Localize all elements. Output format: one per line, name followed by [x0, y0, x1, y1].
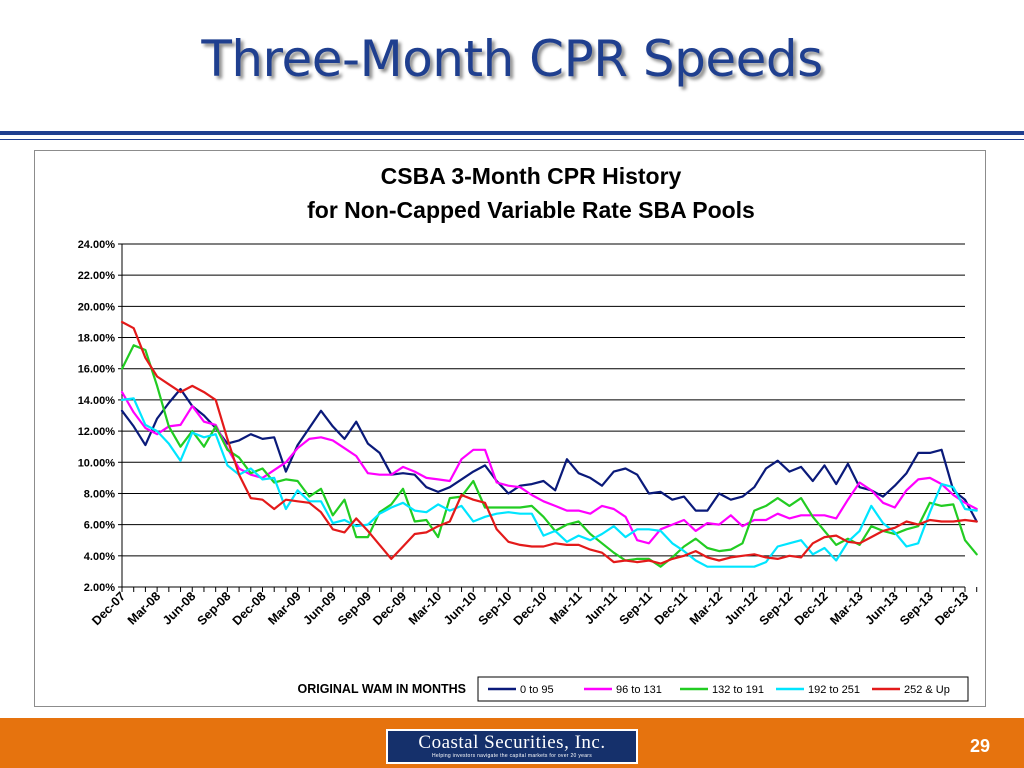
y-tick-label: 16.00% [78, 364, 116, 376]
legend-label-0-to-95: 0 to 95 [520, 684, 554, 696]
x-tick-label: Sep-12 [757, 589, 796, 628]
x-tick-label: Mar-12 [687, 589, 725, 627]
title-rule-thick [0, 131, 1024, 135]
legend-label-132-to-191: 132 to 191 [712, 684, 764, 696]
logo-text: Coastal Securities, Inc. [418, 732, 606, 753]
slide-title: Three-Month CPR Speeds [201, 30, 823, 88]
cpr-line-chart: CSBA 3-Month CPR History for Non-Capped … [78, 163, 978, 702]
y-tick-label: 10.00% [78, 457, 116, 469]
y-tick-label: 12.00% [78, 426, 116, 438]
x-tick-label: Sep-10 [476, 589, 515, 628]
legend-label-252-up: 252 & Up [904, 684, 950, 696]
x-tick-label: Dec-10 [511, 589, 550, 628]
x-tick-label: Mar-10 [406, 589, 444, 627]
y-tick-label: 18.00% [78, 333, 116, 345]
page-number: 29 [969, 736, 990, 756]
company-logo: Coastal Securities, Inc. Helping investo… [386, 729, 638, 764]
x-tick-label: Dec-09 [370, 589, 409, 628]
x-tick-label: Dec-08 [230, 589, 269, 628]
x-tick-label: Mar-11 [547, 589, 585, 627]
x-tick-label: Mar-09 [265, 589, 303, 627]
y-tick-label: 8.00% [84, 488, 115, 500]
legend-label-192-to-251: 192 to 251 [808, 684, 860, 696]
y-tick-label: 2.00% [84, 582, 115, 594]
series-line-192-to-251 [120, 397, 978, 568]
x-tick-label: Dec-13 [932, 589, 971, 628]
series-line-252-up [120, 320, 978, 565]
x-tick-label: Jun-09 [300, 589, 338, 627]
logo-tagline: Helping investors navigate the capital m… [431, 753, 593, 759]
x-tick-label: Mar-08 [125, 589, 163, 627]
x-tick-label: Mar-13 [827, 589, 865, 627]
chart-subtitle: for Non-Capped Variable Rate SBA Pools [307, 197, 755, 223]
legend-label-96-to-131: 96 to 131 [616, 684, 662, 696]
series-line-96-to-131 [120, 391, 978, 545]
x-tick-label: Jun-11 [582, 589, 620, 627]
series-line-132-to-191 [120, 344, 978, 568]
y-tick-label: 6.00% [84, 520, 115, 532]
x-tick-label: Sep-11 [617, 589, 655, 627]
x-tick-label: Jun-13 [862, 589, 900, 627]
x-tick-label: Sep-13 [897, 589, 936, 628]
legend-title: ORIGINAL WAM IN MONTHS [297, 682, 466, 696]
x-tick-label: Sep-08 [195, 589, 234, 628]
series-line-0-to-95 [120, 387, 978, 523]
y-tick-label: 20.00% [78, 301, 116, 313]
x-tick-label: Sep-09 [335, 589, 374, 628]
x-tick-label: Dec-07 [89, 589, 128, 628]
chart-frame [34, 150, 986, 707]
x-tick-label: Dec-11 [652, 589, 690, 627]
title-rule-thin [0, 139, 1024, 140]
y-tick-label: 4.00% [84, 551, 115, 563]
chart-title: CSBA 3-Month CPR History [381, 163, 682, 189]
x-tick-label: Jun-12 [722, 589, 760, 627]
x-tick-label: Jun-10 [441, 589, 479, 627]
y-tick-label: 22.00% [78, 270, 116, 282]
y-tick-label: 14.00% [78, 395, 116, 407]
x-tick-label: Dec-12 [792, 589, 831, 628]
legend: ORIGINAL WAM IN MONTHS 0 to 95 96 to 131 1… [297, 676, 969, 702]
series-lines [120, 320, 978, 568]
x-tick-label: Jun-08 [160, 589, 198, 627]
y-tick-label: 24.00% [78, 239, 116, 251]
